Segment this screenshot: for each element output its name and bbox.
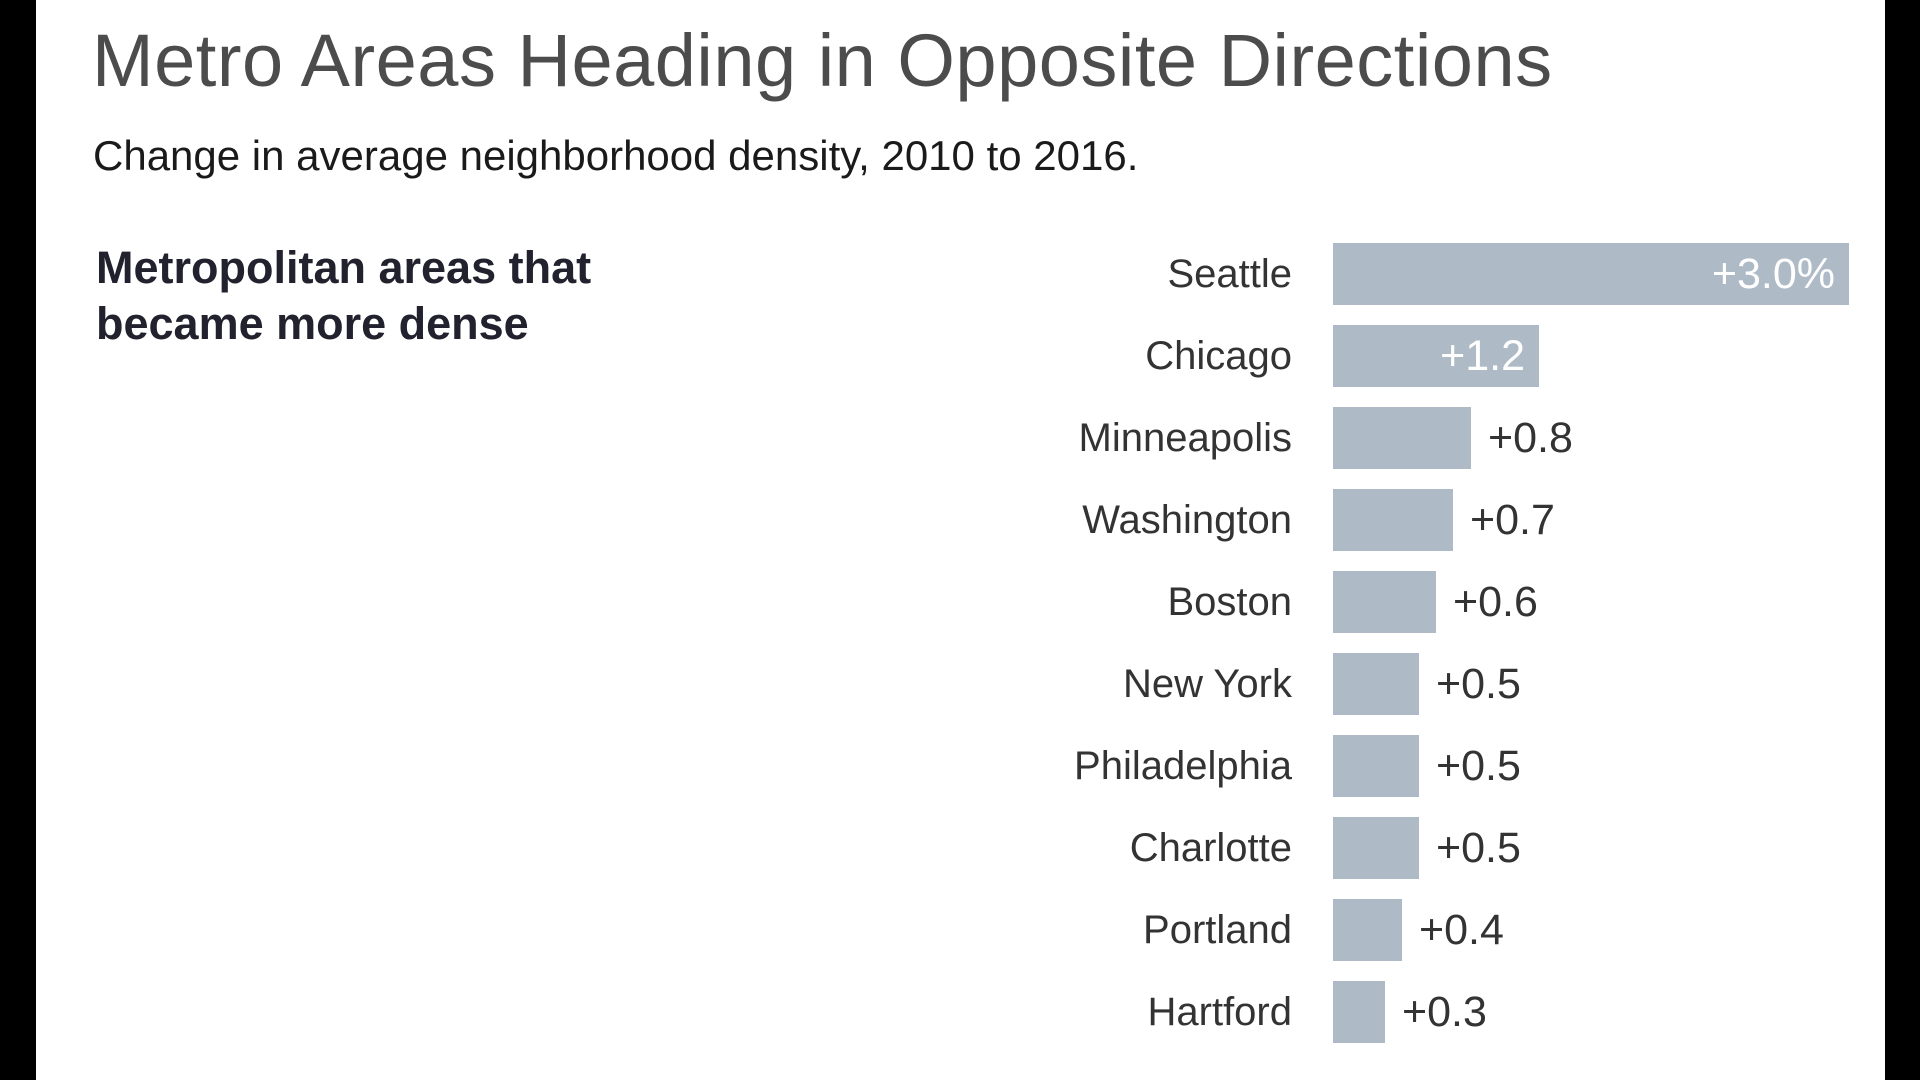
value-label: +0.5 [1436,823,1521,872]
category-label: Portland [1143,907,1292,952]
category-label: Charlotte [1129,825,1292,870]
value-label: +0.5 [1436,659,1521,708]
category-label: Chicago [1145,333,1292,378]
category-label: Hartford [1147,989,1293,1034]
value-label: +3.0% [1711,249,1835,298]
bar [1333,817,1419,879]
chart-row: Portland +0.4 [36,899,1885,961]
chart-row: Chicago +1.2 [36,325,1885,387]
group-label-line-1: Metropolitan areas that [96,242,592,293]
category-label: New York [1123,661,1292,706]
chart-row: Boston +0.6 [36,571,1885,633]
category-label: Seattle [1167,251,1292,296]
chart-row: Seattle +3.0% [36,243,1885,305]
group-label: Metropolitan areas that became more dens… [96,240,591,352]
value-label: +0.5 [1436,741,1521,790]
chart-row: Washington +0.7 [36,489,1885,551]
category-label: Boston [1167,579,1292,624]
chart-subtitle: Change in average neighborhood density, … [93,132,1139,179]
chart-canvas: Metro Areas Heading in Opposite Directio… [36,0,1885,1080]
chart-row: Minneapolis +0.8 [36,407,1885,469]
category-label: Philadelphia [1074,743,1292,788]
value-label: +1.2 [1440,331,1525,380]
value-label: +0.4 [1419,905,1504,954]
chart-row: Charlotte +0.5 [36,817,1885,879]
bar [1333,735,1419,797]
value-label: +0.6 [1453,577,1538,626]
category-label: Washington [1082,497,1292,542]
value-label: +0.7 [1470,495,1555,544]
value-label: +0.8 [1488,413,1573,462]
bar [1333,899,1402,961]
bar [1333,653,1419,715]
chart-rows: Seattle +3.0% Chicago +1.2 Minneapolis +0.8 Wa… [36,243,1885,1063]
chart-row: Philadelphia +0.5 [36,735,1885,797]
bar: +1.2 [1333,325,1539,387]
bar [1333,981,1385,1043]
category-label: Minneapolis [1078,415,1292,460]
page-title: Metro Areas Heading in Opposite Directio… [92,19,1553,102]
bar: +3.0% [1333,243,1849,305]
bar [1333,571,1436,633]
bar [1333,489,1453,551]
chart-row: New York +0.5 [36,653,1885,715]
value-label: +0.3 [1402,987,1487,1036]
group-label-line-2: became more dense [96,298,529,349]
chart-row: Hartford +0.3 [36,981,1885,1043]
bar [1333,407,1471,469]
